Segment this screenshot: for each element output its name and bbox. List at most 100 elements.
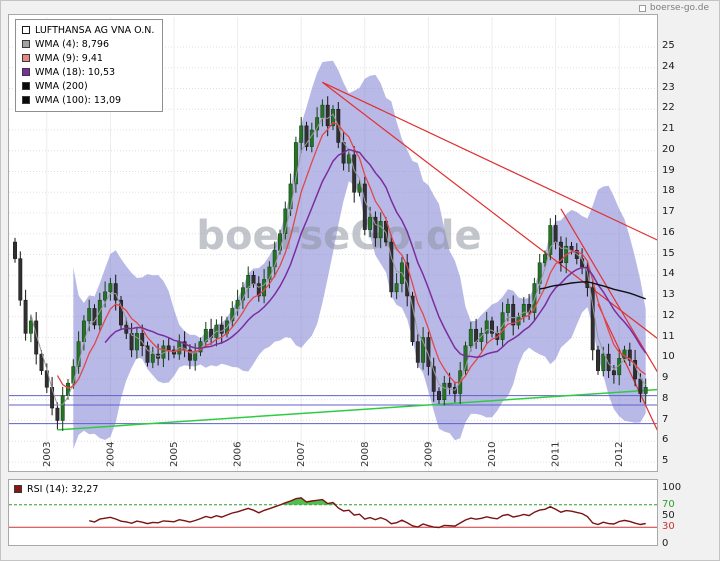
price-tick-label: 21 [662,123,675,134]
candle-body [447,382,452,388]
candle-body [373,216,378,239]
year-label: 2007 [296,442,307,467]
volatility-band [73,60,646,450]
candle-body [521,304,526,317]
price-tick-label: 9 [662,372,669,383]
price-tick-label: 6 [662,434,669,446]
watermark: boerseGo.de [196,213,481,259]
rsi-panel[interactable]: RSI (14): 32,27 [8,479,658,546]
year-label: 2011 [551,442,562,467]
candle-body [468,328,473,347]
year-label: 2004 [105,442,116,467]
candle-body [60,395,65,421]
year-label: 2008 [360,442,371,467]
candle-body [611,370,616,376]
downtrend-line[interactable] [322,81,657,341]
price-tick-label: 22 [662,102,675,114]
year-label: 2012 [614,442,625,467]
candle-body [129,333,134,351]
candle-body [92,308,97,326]
candle-body [442,382,447,400]
candle-body [490,320,494,334]
wma-9-line[interactable] [56,121,647,389]
legend-item[interactable]: WMA (200) [22,79,154,93]
candle-body [251,275,256,284]
price-tick-label: 20 [662,143,675,155]
price-tick-label: 8 [662,392,669,404]
instrument-label: LUFTHANSA AG VNA O.N. [35,24,155,36]
candle-body [187,349,192,361]
rsi-tick-label: 100 [662,482,682,493]
candle-body [134,333,139,351]
candle-body [140,333,145,347]
candle-body [203,328,208,342]
candle-body [230,308,235,322]
source-label: boerse-go.de [649,3,709,13]
rsi-color-swatch [14,485,22,493]
legend-item[interactable]: WMA (100): 13,09 [22,93,154,107]
candle-body [262,279,267,297]
candle-body [235,299,240,309]
legend-item[interactable]: WMA (9): 9,41 [22,51,154,65]
rsi-tick-label: 70 [662,498,675,510]
rsi-label: RSI (14): 32,27 [27,483,99,495]
candle-body [166,345,171,351]
candle-body [352,154,357,193]
candle-body [304,125,309,147]
legend-items: WMA (4): 8,796 WMA (9): 9,41 WMA (18): 10,… [22,37,154,107]
candle-body [28,320,33,334]
candle-body [113,283,118,301]
legend-item-label: WMA (200) [35,80,88,92]
candle-body [389,241,394,293]
price-tick-label: 14 [662,268,675,280]
legend-color-swatch [22,68,30,76]
candle-body [34,320,39,355]
downtrend-line[interactable] [322,81,657,242]
uptrend-line[interactable] [57,388,657,431]
candle-body [23,299,28,334]
candle-body [437,391,441,401]
candle-body [13,241,17,259]
rsi-line[interactable] [89,497,646,529]
year-label: 2006 [233,442,244,467]
candle-body [590,287,595,351]
legend-item-label: WMA (100): 13,09 [35,94,122,106]
candle-body [601,353,606,371]
downtrend-line[interactable] [597,304,657,439]
candle-body [76,341,81,367]
price-chart-svg[interactable]: boerseGo.de 2003 2004 2005 2006 2007 2008 2009 2… [9,15,657,471]
candle-body [431,366,436,392]
legend-item[interactable]: WMA (4): 8,796 [22,37,154,51]
candle-body [219,324,224,334]
candle-body [119,299,123,326]
legend-color-swatch [22,96,30,104]
price-tick-label: 17 [662,206,675,217]
candle-body [585,266,590,288]
candle-body [103,291,108,301]
price-tick-label: 7 [662,413,669,425]
legend-instrument[interactable]: LUFTHANSA AG VNA O.N. [22,23,154,37]
candle-body [97,299,102,326]
source-icon [638,4,646,12]
wma-18-line[interactable] [104,148,647,358]
source-link[interactable]: boerse-go.de [638,3,709,13]
candle-body [558,241,563,264]
candle-body [596,349,600,371]
legend-item[interactable]: WMA (18): 10,53 [22,65,154,79]
candle-body [362,183,367,230]
rsi-legend[interactable]: RSI (14): 32,27 [14,482,98,496]
candle-body [553,225,558,243]
candle-body [463,345,468,371]
legend-color-swatch [22,54,30,62]
year-label: 2005 [169,442,180,467]
wma-100-line[interactable] [539,281,646,300]
candle-body [39,353,44,371]
price-tick-label: 15 [662,247,675,259]
candle-body [543,254,547,264]
main-chart-panel[interactable]: boerseGo.de 2003 2004 2005 2006 2007 2008 2009 2… [8,14,658,472]
candle-body [256,283,261,297]
instrument-checkbox[interactable] [22,26,30,34]
chart-legend: LUFTHANSA AG VNA O.N. WMA (4): 8,796 WMA … [15,19,164,112]
rsi-chart-svg[interactable] [9,480,657,545]
